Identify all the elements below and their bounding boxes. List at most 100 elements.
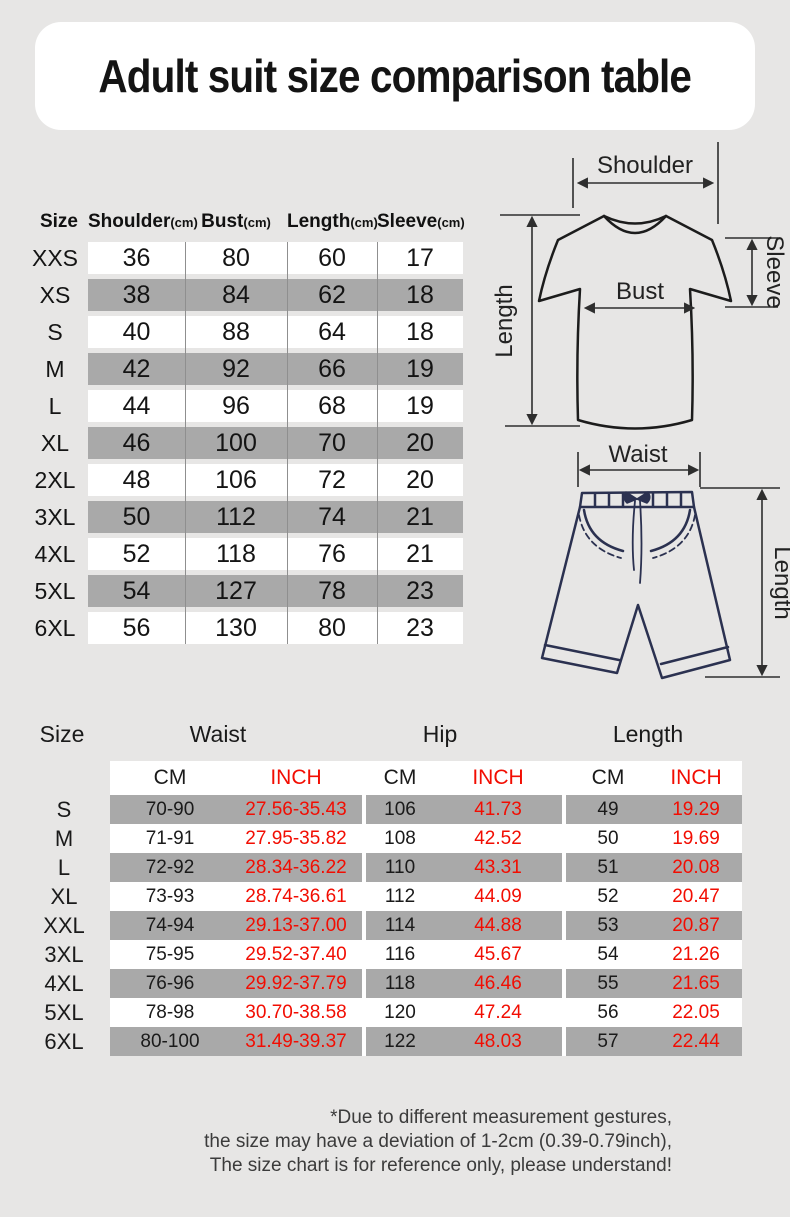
table-row: L 44 96 68 19 — [30, 390, 463, 422]
unit-cm: CM — [366, 761, 434, 795]
size-label: 3XL — [34, 504, 76, 530]
header-sleeve: Sleeve(cm) — [377, 211, 465, 232]
hip-inch-cell: 44.88 — [434, 911, 562, 940]
length-cm-cell: 53 — [566, 911, 650, 940]
waist-cm-cell: 78-98 — [110, 998, 230, 1027]
drawstring-bow — [623, 491, 651, 504]
table-row: S 70-90 27.56-35.43 106 41.73 49 19.29 — [30, 795, 742, 824]
length-inch-cell: 19.69 — [650, 824, 742, 853]
shirt-table-header: Size Shoulder(cm) Bust(cm) Length(cm) Sl… — [30, 202, 465, 242]
bust-cell: 84 — [185, 279, 287, 311]
length-cell: 68 — [287, 390, 377, 422]
column-divider — [287, 242, 288, 644]
shoulder-cell: 52 — [88, 538, 185, 570]
length-cm-cell: 54 — [566, 940, 650, 969]
length-inch-cell: 21.65 — [650, 969, 742, 998]
group-divider — [562, 998, 566, 1027]
table-row: XL 46 100 70 20 — [30, 427, 463, 459]
group-divider — [362, 911, 366, 940]
length-cm-cell: 52 — [566, 882, 650, 911]
waist-cm-cell: 73-93 — [110, 882, 230, 911]
hip-cm-cell: 120 — [366, 998, 434, 1027]
bust-cell: 88 — [185, 316, 287, 348]
size-label: L — [57, 855, 71, 880]
unit-cm: CM — [566, 761, 650, 795]
size-label: XXL — [43, 913, 85, 938]
size-label: XL — [50, 884, 78, 909]
length-cell: 64 — [287, 316, 377, 348]
length-cm-cell: 56 — [566, 998, 650, 1027]
shirt-size-table: Size Shoulder(cm) Bust(cm) Length(cm) Sl… — [30, 202, 465, 649]
size-label: 2XL — [34, 467, 76, 493]
length-inch-cell: 21.26 — [650, 940, 742, 969]
group-divider — [362, 824, 366, 853]
length-cm-cell: 49 — [566, 795, 650, 824]
group-divider — [362, 940, 366, 969]
group-divider — [362, 795, 366, 824]
size-label: M — [54, 826, 74, 851]
group-divider — [562, 969, 566, 998]
sleeve-cell: 20 — [377, 464, 463, 496]
size-label: 5XL — [44, 1000, 84, 1025]
bust-cell: 118 — [185, 538, 287, 570]
tshirt-outline — [537, 214, 733, 430]
table-row: L 72-92 28.34-36.22 110 43.31 51 20.08 — [30, 853, 742, 882]
waist-inch-cell: 28.74-36.61 — [230, 882, 362, 911]
disclaimer-line: *Due to different measurement gestures, — [330, 1107, 672, 1128]
table-row: XL 73-93 28.74-36.61 112 44.09 52 20.47 — [30, 882, 742, 911]
hip-inch-cell: 48.03 — [434, 1027, 562, 1056]
group-divider — [562, 853, 566, 882]
size-label: XXS — [31, 245, 79, 271]
disclaimer-line: The size chart is for reference only, pl… — [209, 1155, 672, 1176]
table-row: 4XL 76-96 29.92-37.79 118 46.46 55 21.65 — [30, 969, 742, 998]
group-divider — [362, 853, 366, 882]
length-cell: 74 — [287, 501, 377, 533]
header-size: Size — [39, 721, 85, 747]
sleeve-cell: 20 — [377, 427, 463, 459]
table-row: M 42 92 66 19 — [30, 353, 463, 385]
hip-inch-cell: 41.73 — [434, 795, 562, 824]
unit-cm: CM — [110, 761, 230, 795]
group-divider — [362, 761, 366, 795]
group-divider — [562, 1027, 566, 1056]
size-label: 3XL — [44, 942, 84, 967]
table-row: 5XL 78-98 30.70-38.58 120 47.24 56 22.05 — [30, 998, 742, 1027]
header-bust: Bust(cm) — [201, 211, 271, 232]
title-card: Adult suit size comparison table — [35, 22, 755, 130]
waist-cm-cell: 72-92 — [110, 853, 230, 882]
length-cm-cell: 51 — [566, 853, 650, 882]
unit-subheader: CM INCH CM INCH CM INCH — [30, 761, 742, 795]
group-divider — [562, 911, 566, 940]
shorts-table-header: Size Waist Hip Length — [30, 713, 742, 761]
sleeve-cell: 18 — [377, 316, 463, 348]
waist-cm-cell: 70-90 — [110, 795, 230, 824]
length-cell: 72 — [287, 464, 377, 496]
length-inch-cell: 19.29 — [650, 795, 742, 824]
length-inch-cell: 22.05 — [650, 998, 742, 1027]
size-label: L — [48, 393, 62, 419]
waist-inch-cell: 29.92-37.79 — [230, 969, 362, 998]
disclaimer-note: *Due to different measurement gestures, … — [204, 1106, 672, 1178]
table-row: 3XL 75-95 29.52-37.40 116 45.67 54 21.26 — [30, 940, 742, 969]
table-row: 5XL 54 127 78 23 — [30, 575, 463, 607]
hip-cm-cell: 116 — [366, 940, 434, 969]
header-size: Size — [39, 211, 79, 232]
shorts-size-table: Size Waist Hip Length CM INCH CM INCH CM… — [30, 713, 742, 1056]
shoulder-cell: 36 — [88, 242, 185, 274]
waist-inch-cell: 28.34-36.22 — [230, 853, 362, 882]
sleeve-cell: 23 — [377, 575, 463, 607]
group-divider — [362, 998, 366, 1027]
header-length: Length(cm) — [287, 211, 378, 232]
hip-inch-cell: 46.46 — [434, 969, 562, 998]
header-hip: Hip — [422, 721, 458, 747]
table-row: 6XL 80-100 31.49-39.37 122 48.03 57 22.44 — [30, 1027, 742, 1056]
shoulder-measure — [572, 142, 719, 224]
measurement-diagram: Shoulder Length Bust Sleeve Waist — [491, 142, 790, 680]
waist-inch-cell: 27.95-35.82 — [230, 824, 362, 853]
waist-measure — [577, 452, 701, 487]
page-title: Adult suit size comparison table — [98, 50, 693, 102]
length-cell: 62 — [287, 279, 377, 311]
waist-inch-cell: 29.52-37.40 — [230, 940, 362, 969]
column-divider — [377, 242, 378, 644]
